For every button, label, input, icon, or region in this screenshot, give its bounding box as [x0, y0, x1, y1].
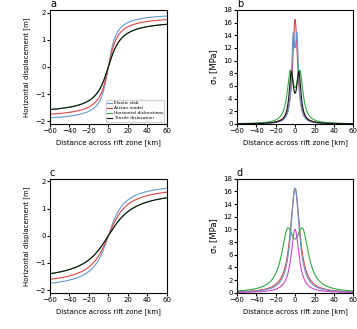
Elastic slab [141, 16, 145, 20]
Y-axis label: Horizontal displacement [m]: Horizontal displacement [m] [23, 17, 30, 117]
Arctan model [139, 20, 143, 24]
Text: c: c [50, 168, 55, 178]
X-axis label: Distance across rift zone [km]: Distance across rift zone [km] [56, 309, 161, 315]
Horizontal dislocations [165, 22, 169, 26]
X-axis label: Distance across rift zone [km]: Distance across rift zone [km] [56, 140, 161, 146]
Arctan model [141, 20, 145, 24]
Tensile dislocation [128, 30, 132, 34]
Tensile dislocation [165, 22, 169, 26]
Arctan model [48, 112, 52, 116]
Horizontal dislocations [141, 26, 145, 30]
Elastic slab [99, 95, 104, 99]
Text: d: d [237, 168, 243, 178]
Elastic slab [95, 103, 99, 107]
Y-axis label: σₛ [MPa]: σₛ [MPa] [209, 50, 218, 84]
Line: Tensile dislocation: Tensile dislocation [50, 24, 167, 110]
Tensile dislocation [60, 106, 64, 110]
Legend: Elastic slab, Arctan model, Horizontal dislocations, Tensile dislocation: Elastic slab, Arctan model, Horizontal d… [106, 100, 165, 122]
Tensile dislocation [139, 26, 143, 30]
Elastic slab [128, 20, 132, 24]
Line: Horizontal dislocations: Horizontal dislocations [50, 24, 167, 110]
Arctan model [128, 24, 132, 28]
Text: a: a [50, 0, 56, 9]
Elastic slab [139, 17, 143, 21]
Horizontal dislocations [139, 26, 143, 30]
Tensile dislocation [141, 26, 145, 30]
Elastic slab [48, 116, 52, 120]
Y-axis label: σₛ [MPa]: σₛ [MPa] [209, 218, 218, 253]
Tensile dislocation [48, 108, 52, 112]
Horizontal dislocations [60, 106, 64, 110]
Tensile dislocation [99, 84, 104, 88]
Elastic slab [165, 14, 169, 18]
Horizontal dislocations [99, 84, 104, 88]
Y-axis label: Horizontal displacement [m]: Horizontal displacement [m] [23, 186, 30, 286]
Arctan model [165, 18, 169, 22]
Horizontal dislocations [95, 91, 99, 95]
Line: Arctan model: Arctan model [50, 20, 167, 114]
Elastic slab [60, 115, 64, 119]
Line: Elastic slab: Elastic slab [50, 16, 167, 118]
X-axis label: Distance across rift zone [km]: Distance across rift zone [km] [243, 309, 347, 315]
Horizontal dislocations [128, 30, 132, 34]
Tensile dislocation [95, 91, 99, 95]
Arctan model [99, 91, 104, 95]
Arctan model [60, 111, 64, 115]
Text: b: b [237, 0, 243, 9]
X-axis label: Distance across rift zone [km]: Distance across rift zone [km] [243, 140, 347, 146]
Horizontal dislocations [48, 108, 52, 112]
Arctan model [95, 98, 99, 102]
